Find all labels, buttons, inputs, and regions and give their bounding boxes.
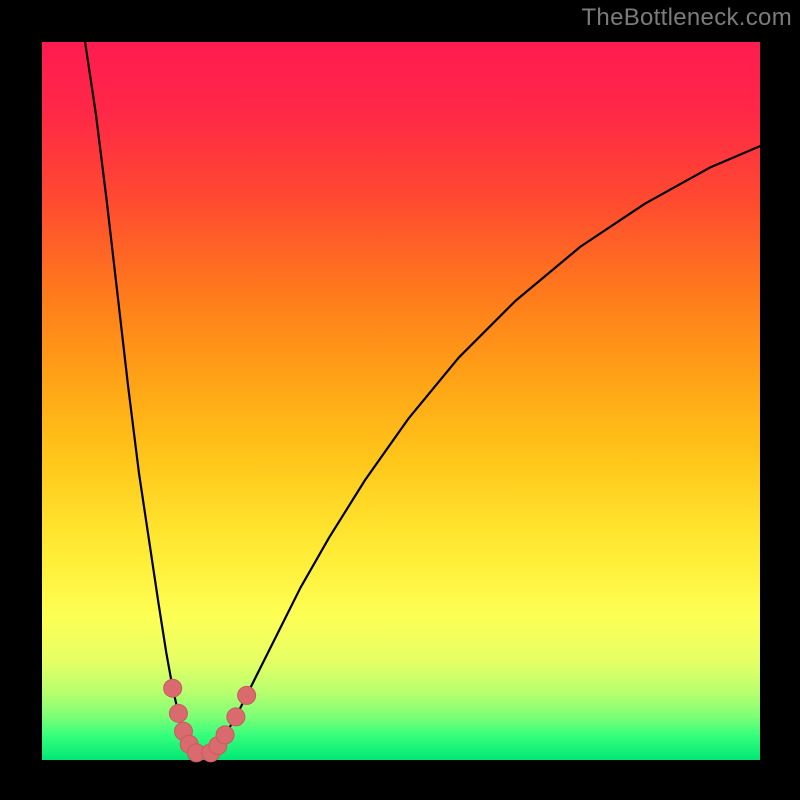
watermark-label: TheBottleneck.com bbox=[581, 4, 792, 32]
highlight-dot bbox=[164, 679, 182, 697]
plot-background-gradient bbox=[42, 42, 760, 760]
chart-container: TheBottleneck.com bbox=[0, 0, 800, 800]
highlight-dot bbox=[216, 726, 234, 744]
highlight-dot bbox=[169, 704, 187, 722]
highlight-dot bbox=[227, 708, 245, 726]
bottleneck-chart bbox=[0, 0, 800, 800]
highlight-dot bbox=[238, 686, 256, 704]
